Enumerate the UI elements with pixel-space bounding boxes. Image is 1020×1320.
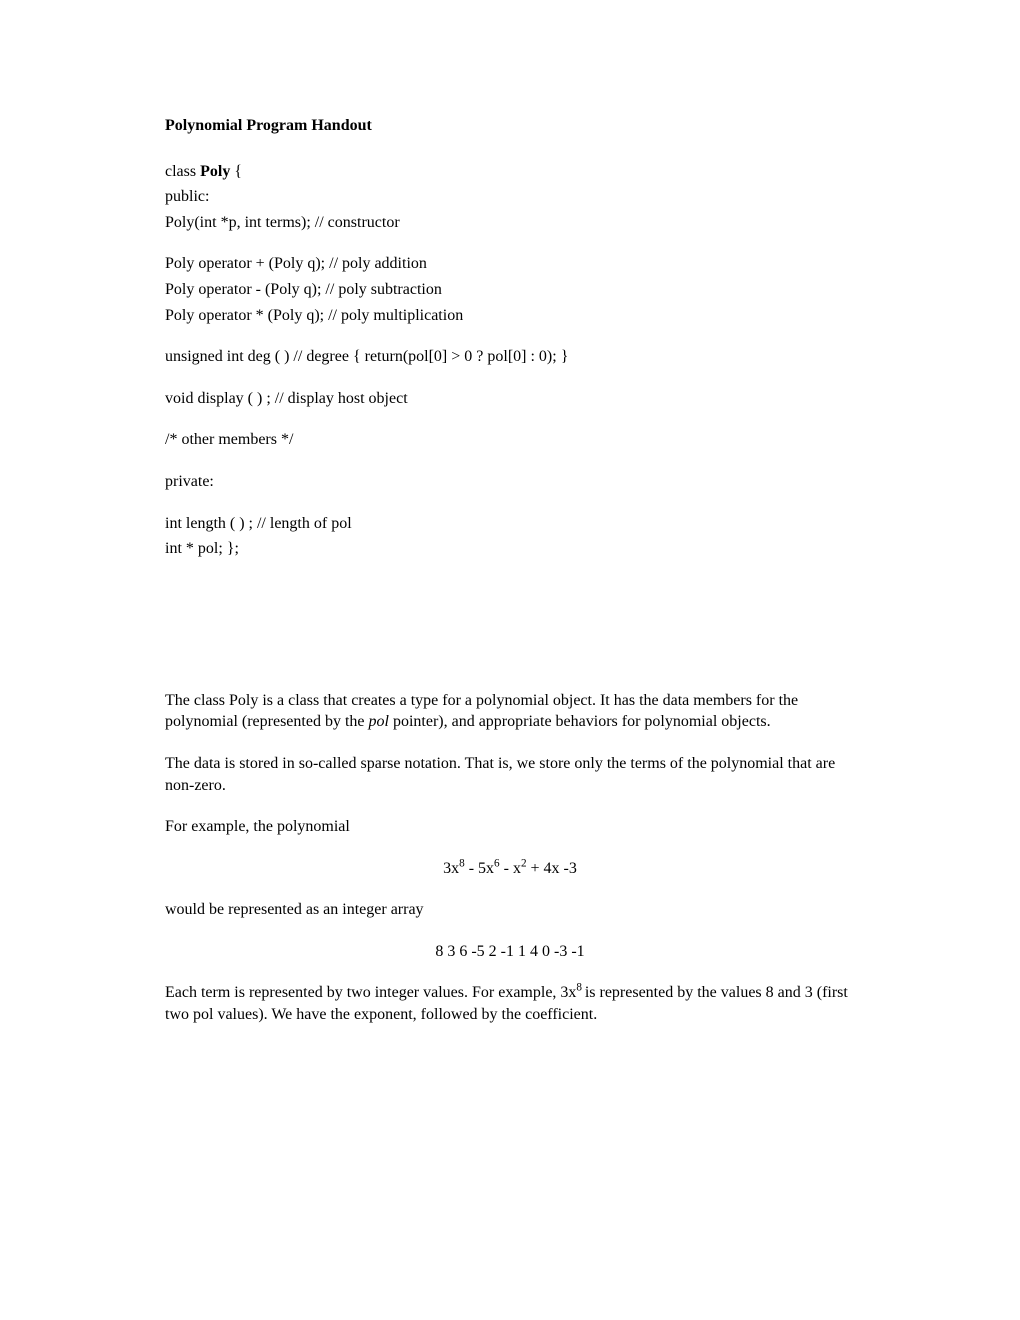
polynomial-expression: 3x8 - 5x6 - x2 + 4x -3	[165, 858, 855, 880]
code-line: unsigned int deg ( ) // degree { return(…	[165, 346, 855, 368]
code-line: /* other members */	[165, 429, 855, 451]
code-block-3: int length ( ) ; // length of pol int * …	[165, 513, 855, 560]
code-text: class	[165, 163, 200, 180]
code-line: void display ( ) ; // display host objec…	[165, 388, 855, 410]
array-representation: 8 3 6 -5 2 -1 1 4 0 -3 -1	[165, 941, 855, 963]
paragraph: For example, the polynomial	[165, 816, 855, 838]
text-italic: pol	[369, 713, 389, 730]
code-line: int length ( ) ; // length of pol	[165, 513, 855, 535]
code-line: Poly operator + (Poly q); // poly additi…	[165, 253, 855, 275]
code-line: private:	[165, 471, 855, 493]
code-block-1: class Poly { public: Poly(int *p, int te…	[165, 161, 855, 234]
code-line: Poly(int *p, int terms); // constructor	[165, 212, 855, 234]
code-text-bold: Poly	[200, 163, 230, 180]
text: + 4x -3	[527, 860, 577, 877]
text: Each term is represented by two integer …	[165, 984, 576, 1001]
paragraph: The class Poly is a class that creates a…	[165, 690, 855, 733]
paragraph: would be represented as an integer array	[165, 899, 855, 921]
paragraph: The data is stored in so-called sparse n…	[165, 753, 855, 796]
code-line: Poly operator - (Poly q); // poly subtra…	[165, 279, 855, 301]
document-title: Polynomial Program Handout	[165, 115, 855, 137]
code-line: int * pol; };	[165, 538, 855, 560]
code-line: Poly operator * (Poly q); // poly multip…	[165, 305, 855, 327]
paragraph: Each term is represented by two integer …	[165, 982, 855, 1025]
text: - x	[500, 860, 521, 877]
text: 3x	[443, 860, 459, 877]
text: pointer), and appropriate behaviors for …	[389, 713, 771, 730]
code-text: {	[230, 163, 242, 180]
superscript: 8	[576, 982, 584, 994]
code-line: public:	[165, 186, 855, 208]
spacer	[165, 580, 855, 690]
document-page: Polynomial Program Handout class Poly { …	[0, 0, 1020, 1146]
code-block-2: Poly operator + (Poly q); // poly additi…	[165, 253, 855, 326]
code-line: class Poly {	[165, 161, 855, 183]
text: - 5x	[465, 860, 494, 877]
